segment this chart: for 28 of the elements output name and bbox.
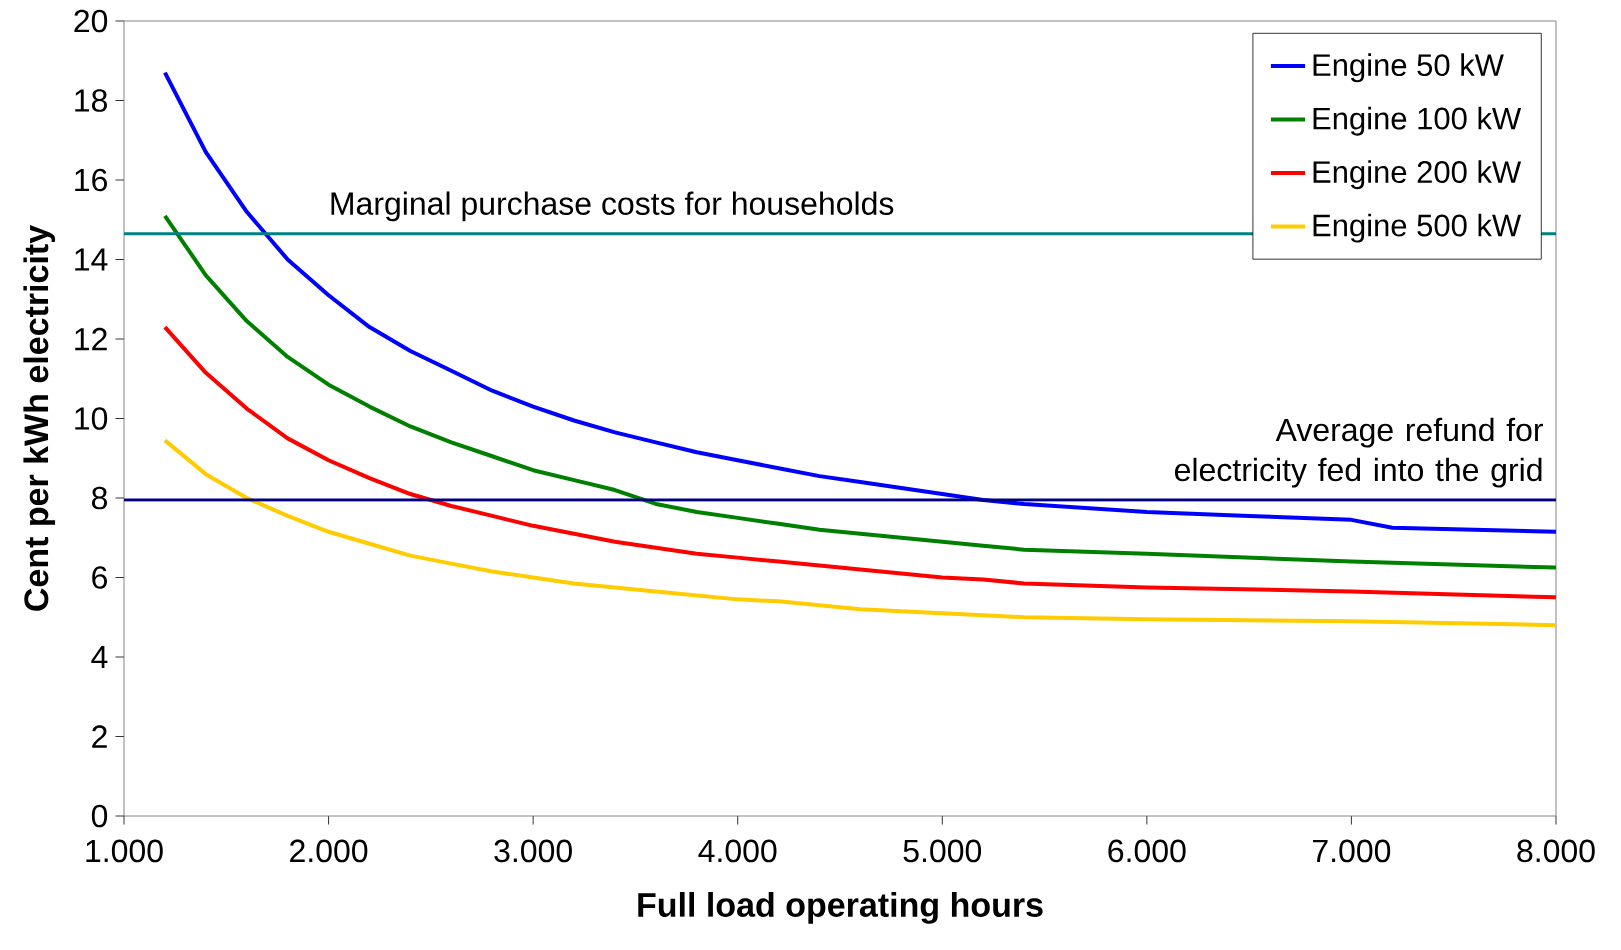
- ref-line-label: Average refund for electricity fed into the grid: [1175, 417, 1544, 488]
- y-axis-title: Cent per kWh electricity: [23, 225, 56, 611]
- y-tick-label: 14: [75, 248, 108, 271]
- y-tick-label: 0: [91, 804, 108, 828]
- x-tick-label: 6.000: [1108, 839, 1186, 863]
- y-tick-label: 18: [75, 89, 108, 112]
- x-tick-label: 2.000: [290, 839, 368, 863]
- x-tick-label: 4.000: [698, 839, 777, 863]
- y-tick-label: 4: [91, 645, 108, 669]
- x-tick-label: 5.000: [903, 839, 982, 863]
- x-axis-title: Full load operating hours: [638, 892, 1043, 924]
- x-tick-label: 7.000: [1313, 839, 1391, 863]
- line-series: [162, 325, 1556, 600]
- x-tick-label: 1.000: [86, 839, 163, 863]
- legend-label: Engine 500 kW: [1313, 213, 1522, 243]
- y-tick-label: 8: [91, 486, 108, 510]
- y-tick-label: 2: [92, 725, 107, 748]
- legend-label: Engine 100 kW: [1313, 106, 1522, 136]
- y-tick-label: 10: [75, 407, 108, 430]
- ref-line-label: Marginal purchase costs for households: [331, 191, 894, 222]
- y-tick-label: 20: [74, 9, 108, 33]
- legend-label: Engine 50 kW: [1313, 53, 1504, 83]
- legend-label: Engine 200 kW: [1313, 160, 1522, 190]
- y-tick-label: 16: [75, 168, 107, 192]
- y-tick-label: 12: [75, 327, 107, 351]
- x-tick-label: 8.000: [1517, 839, 1595, 863]
- x-tick-label: 3.000: [494, 839, 572, 863]
- y-tick-label: 6: [92, 566, 107, 589]
